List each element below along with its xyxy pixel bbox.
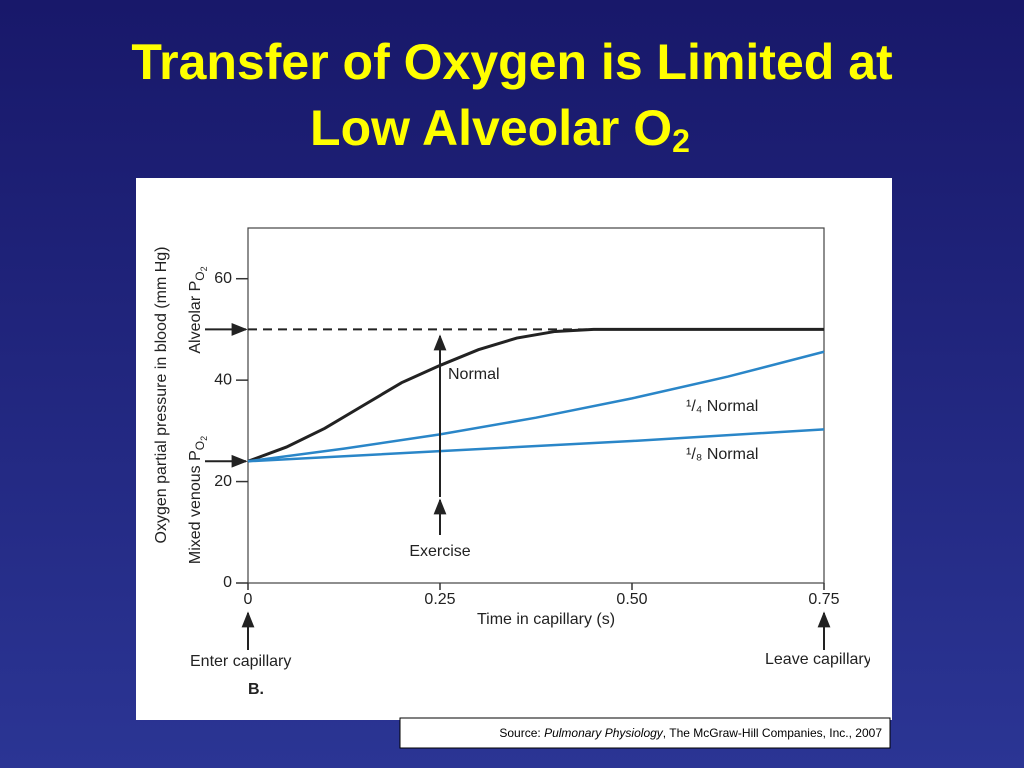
source-title: Pulmonary Physiology [544,726,664,740]
plot-frame [247,227,825,584]
series-line [247,350,825,463]
x-tick-label: 0.50 [616,591,647,608]
y-tick-label: 60 [214,270,232,287]
source-suffix: , The McGraw-Hill Companies, Inc., 2007 [663,726,883,740]
series-label: ¹/₄ Normal [686,398,758,415]
x-tick-label: 0 [244,591,253,608]
y-tick-label: 0 [223,574,232,591]
time-label: Leave capillary [765,651,872,668]
level-text: Mixed venous P [187,450,204,564]
level-sub: O [193,441,207,450]
panel-label: B. [248,681,264,698]
y-tick-label: 40 [214,371,232,388]
series-label: Normal [448,366,500,383]
title-line: Transfer of Oxygen is Limited at [131,34,893,90]
time-label: Exercise [409,543,470,560]
plot: 0 20 40 60 0 0.25 0.50 0.75 Time in capillary (s… [153,227,872,698]
source-box [399,717,891,749]
x-tick-label: 0.75 [808,591,839,608]
source-prefix: Source: [499,726,544,740]
series-line [247,428,825,463]
level-sub: O [193,271,207,280]
y-tick-label: 20 [214,473,232,490]
title-subscript: 2 [672,123,690,159]
level-label: Mixed venous PO2 [187,436,209,564]
level-label: Alveolar PO2 [187,266,209,353]
level-subsub: 2 [199,266,209,271]
title-text: Low Alveolar O [310,100,672,156]
series-label: ¹/₈ Normal [686,446,758,463]
time-label: Enter capillary [190,653,291,670]
x-axis-label: Time in capillary (s) [477,611,615,628]
source: Source: Pulmonary Physiology, The McGraw… [499,726,882,740]
level-text: Alveolar P [187,281,204,354]
y-axis-label: Oxygen partial pressure in blood (mm Hg) [153,246,170,543]
figure-panel [136,178,892,720]
level-subsub: 2 [199,436,209,441]
x-tick-label: 0.25 [424,591,455,608]
title-line: Low Alveolar O2 [310,100,690,159]
